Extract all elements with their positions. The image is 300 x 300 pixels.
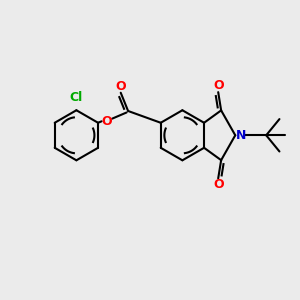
Text: O: O [116,80,126,93]
Text: N: N [236,129,246,142]
Text: Cl: Cl [70,91,83,104]
Text: O: O [102,115,112,128]
Text: O: O [213,178,224,191]
Text: O: O [213,79,224,92]
